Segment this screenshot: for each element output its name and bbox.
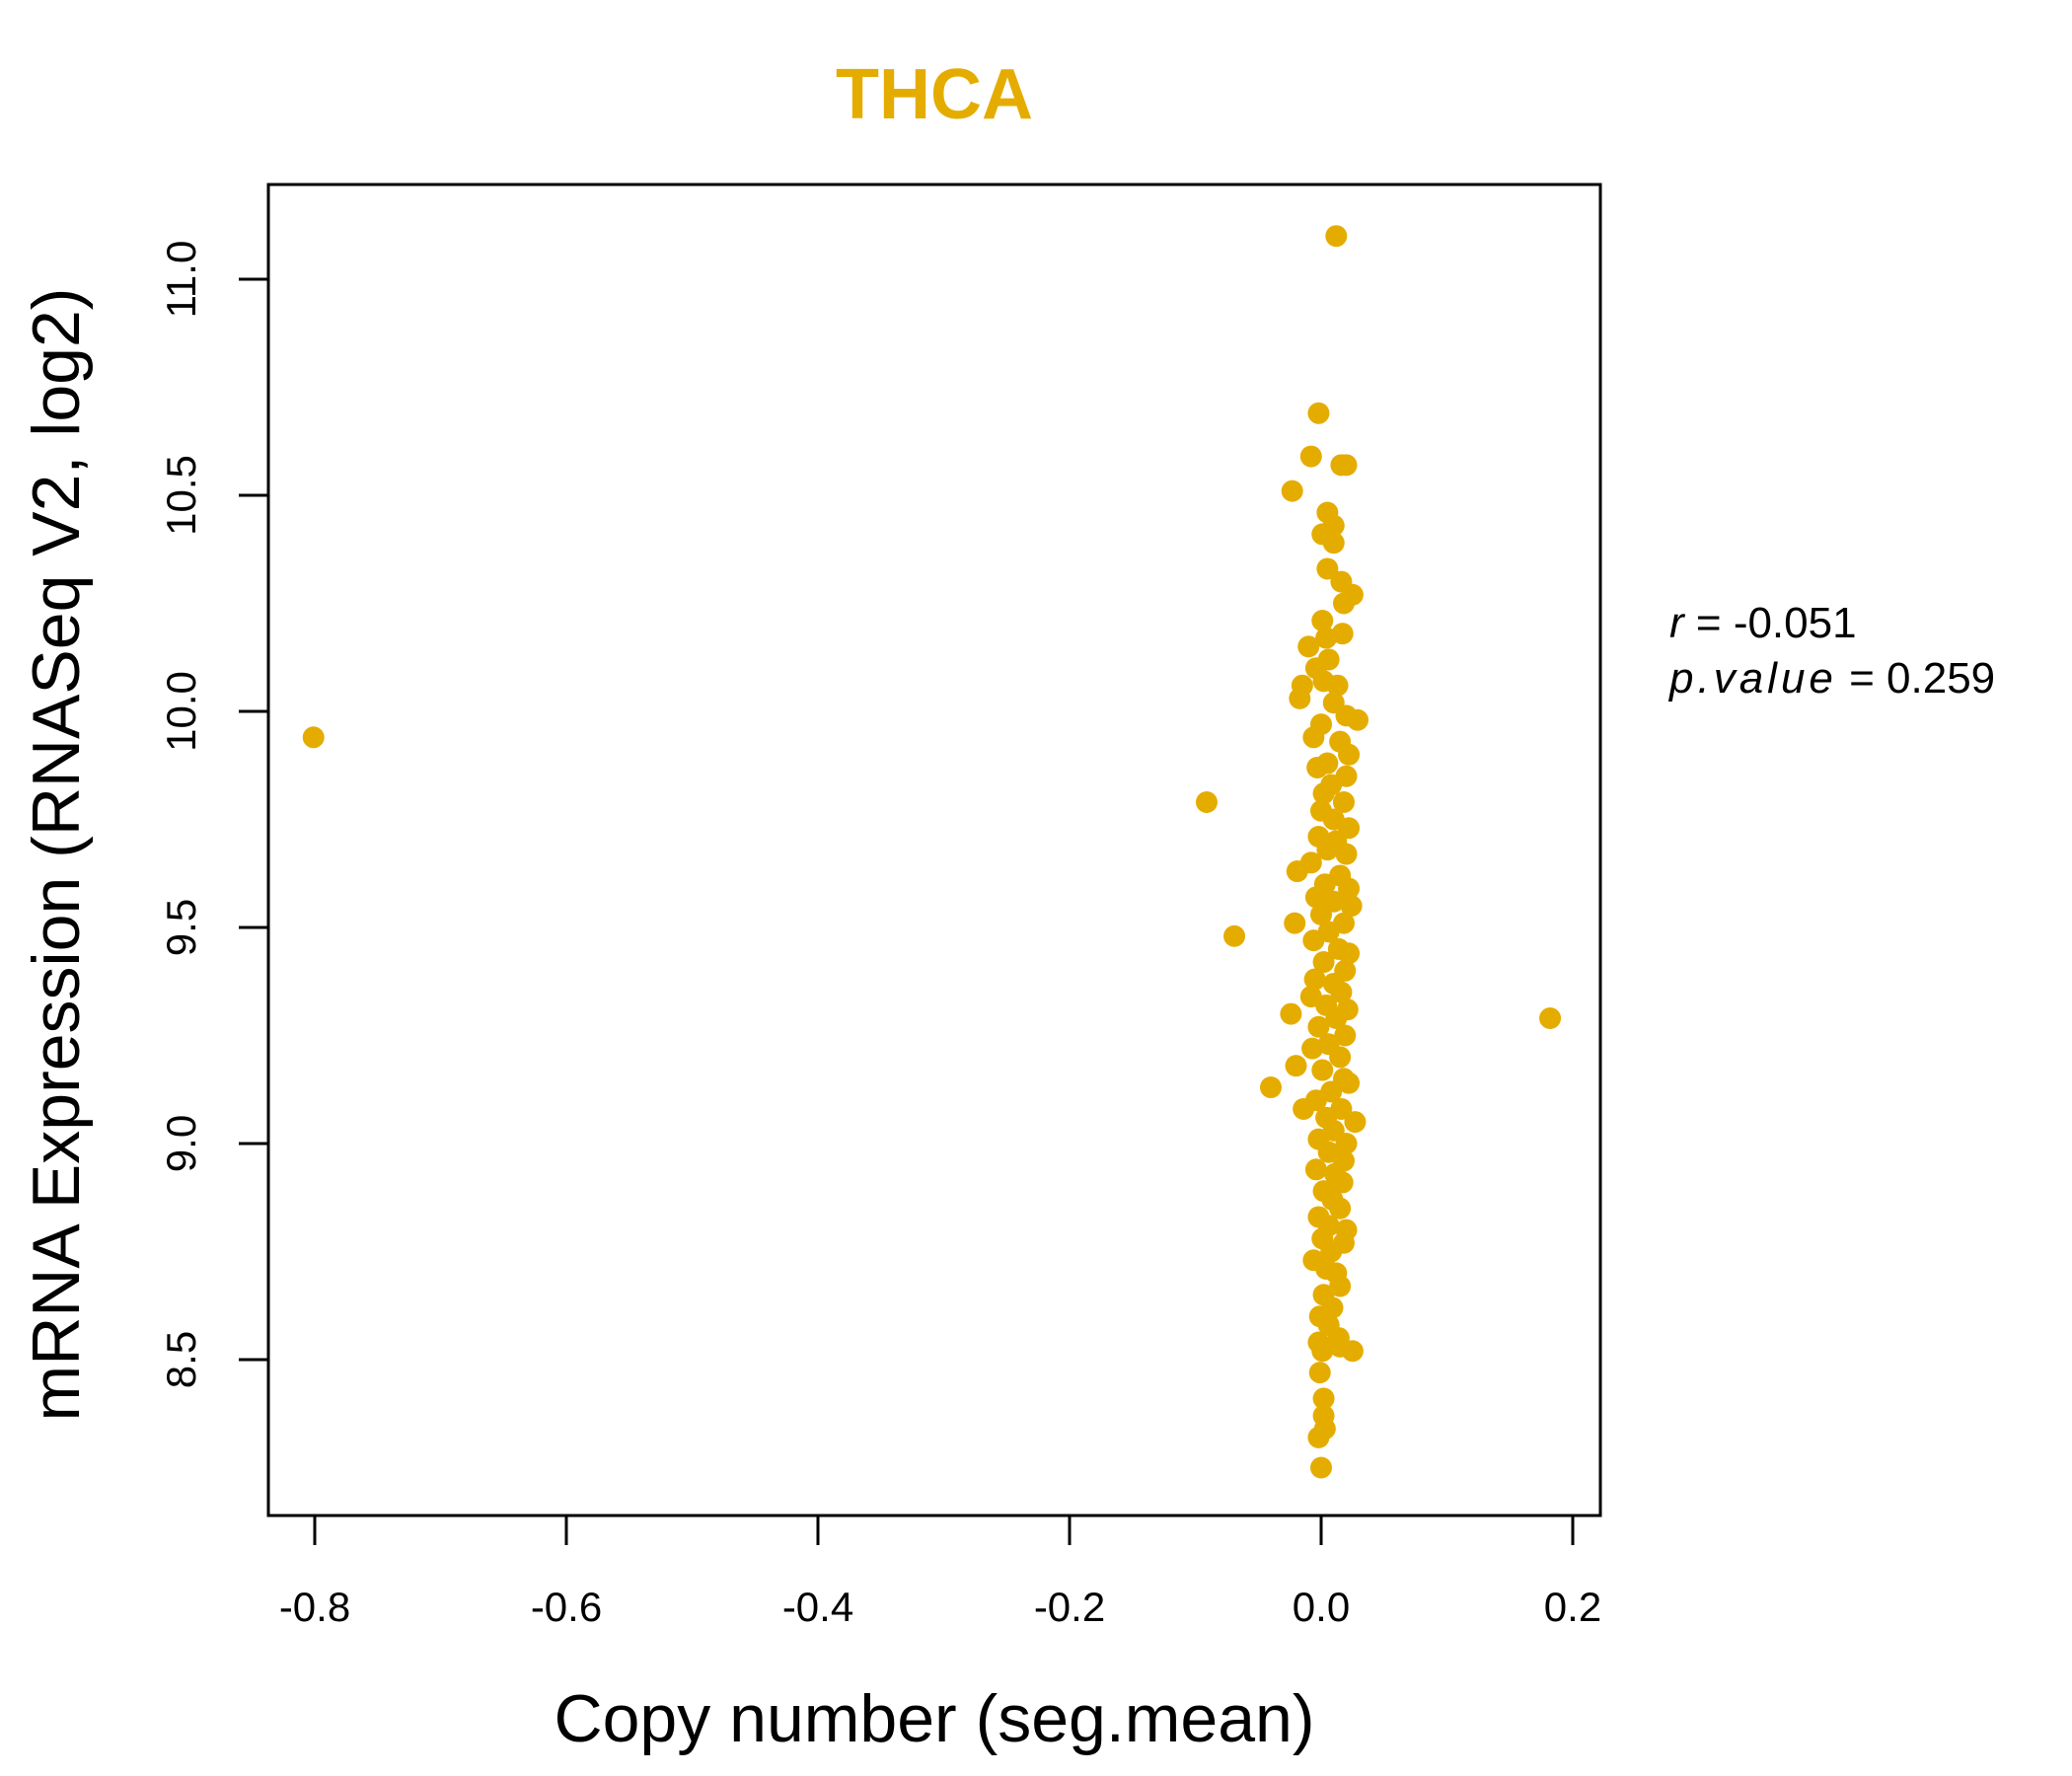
data-point	[1311, 610, 1334, 632]
data-point	[1312, 951, 1335, 974]
data-point	[1302, 726, 1325, 749]
points-layer	[302, 225, 1562, 1479]
data-point	[1304, 886, 1327, 909]
data-point	[1338, 877, 1361, 900]
data-point	[1539, 1006, 1562, 1029]
y-axis: 8.5 9.0 9.5 10.0 10.5 11.0	[158, 241, 270, 1388]
data-point	[1311, 1059, 1334, 1081]
data-point	[1329, 1335, 1352, 1358]
y-axis-title: mRNA Expression (RNASeq V2, log2)	[19, 288, 94, 1422]
data-point	[1299, 445, 1322, 468]
y-tick-label: 9.0	[158, 1115, 204, 1172]
data-point	[1311, 1340, 1334, 1363]
data-point	[1316, 557, 1339, 580]
x-tick-label: 0.0	[1293, 1584, 1350, 1630]
y-tick-label: 10.5	[158, 455, 204, 536]
data-point	[1310, 1456, 1332, 1479]
data-point	[1344, 1111, 1367, 1134]
data-point	[1289, 687, 1311, 709]
data-point	[1335, 1133, 1358, 1154]
plot-frame	[266, 183, 1602, 1517]
data-point	[1329, 1275, 1352, 1297]
data-point	[1304, 1158, 1327, 1181]
x-tick-label: -0.4	[782, 1584, 853, 1630]
y-tick-label: 9.5	[158, 899, 204, 956]
data-point	[1320, 1240, 1343, 1263]
data-point	[1335, 843, 1358, 865]
data-point	[1260, 1076, 1282, 1099]
x-tick-label: -0.6	[531, 1584, 602, 1630]
data-point	[1307, 402, 1330, 424]
data-point	[1297, 635, 1320, 658]
data-point	[1325, 225, 1348, 248]
data-point	[1286, 860, 1308, 883]
data-point	[1338, 942, 1361, 965]
data-point	[1303, 968, 1326, 991]
data-point	[1223, 925, 1246, 947]
data-point	[1338, 1072, 1361, 1094]
p-value: 0.259	[1887, 654, 1995, 703]
data-point	[1308, 1362, 1331, 1384]
data-point	[1285, 1055, 1307, 1077]
r-label: r	[1669, 599, 1686, 647]
data-point	[1293, 1097, 1315, 1120]
data-point	[1281, 480, 1303, 502]
x-tick-label: -0.8	[279, 1584, 350, 1630]
svg-text:p.value = 0.259: p.value = 0.259	[1667, 654, 1995, 703]
data-point	[1331, 623, 1354, 645]
svg-text:r = -0.051: r = -0.051	[1669, 599, 1857, 647]
y-tick-label: 8.5	[158, 1331, 204, 1388]
data-point	[1306, 756, 1329, 778]
data-point	[1307, 1426, 1330, 1448]
data-point	[1325, 1006, 1348, 1029]
data-point	[1280, 1002, 1302, 1025]
data-point	[1335, 704, 1358, 727]
data-point	[1322, 514, 1345, 537]
x-tick-label: 0.2	[1544, 1584, 1601, 1630]
x-tick-label: -0.2	[1034, 1584, 1105, 1630]
data-point	[1302, 929, 1325, 952]
data-point	[1334, 1024, 1357, 1047]
data-point	[1340, 895, 1363, 918]
x-axis-title: Copy number (seg.mean)	[554, 1681, 1314, 1756]
data-point	[1312, 1387, 1335, 1410]
data-point	[1330, 981, 1353, 1003]
data-point	[1310, 903, 1332, 925]
data-point	[302, 726, 325, 749]
data-point	[1331, 1171, 1354, 1194]
p-label: p.value	[1667, 654, 1837, 703]
x-axis: -0.8 -0.6 -0.4 -0.2 0.0 0.2	[279, 1514, 1601, 1630]
data-point	[1316, 839, 1339, 861]
data-point	[1315, 627, 1338, 649]
y-tick-label: 11.0	[158, 241, 204, 319]
data-point	[1332, 790, 1355, 813]
data-point	[1284, 912, 1306, 934]
data-point	[1338, 743, 1361, 766]
data-point	[1195, 790, 1218, 813]
data-point	[1307, 1015, 1330, 1038]
chart-title: THCA	[836, 55, 1033, 134]
data-point	[1335, 454, 1358, 477]
data-point	[1301, 1037, 1324, 1060]
r-value: -0.051	[1734, 599, 1857, 647]
data-point	[1312, 782, 1335, 805]
data-point	[1329, 1197, 1352, 1220]
data-point	[1326, 674, 1349, 697]
data-point	[1329, 1046, 1352, 1069]
data-point	[1332, 592, 1355, 615]
correlation-annotation: r = -0.051 p.value = 0.259	[1667, 599, 1995, 703]
y-tick-label: 10.0	[158, 671, 204, 752]
